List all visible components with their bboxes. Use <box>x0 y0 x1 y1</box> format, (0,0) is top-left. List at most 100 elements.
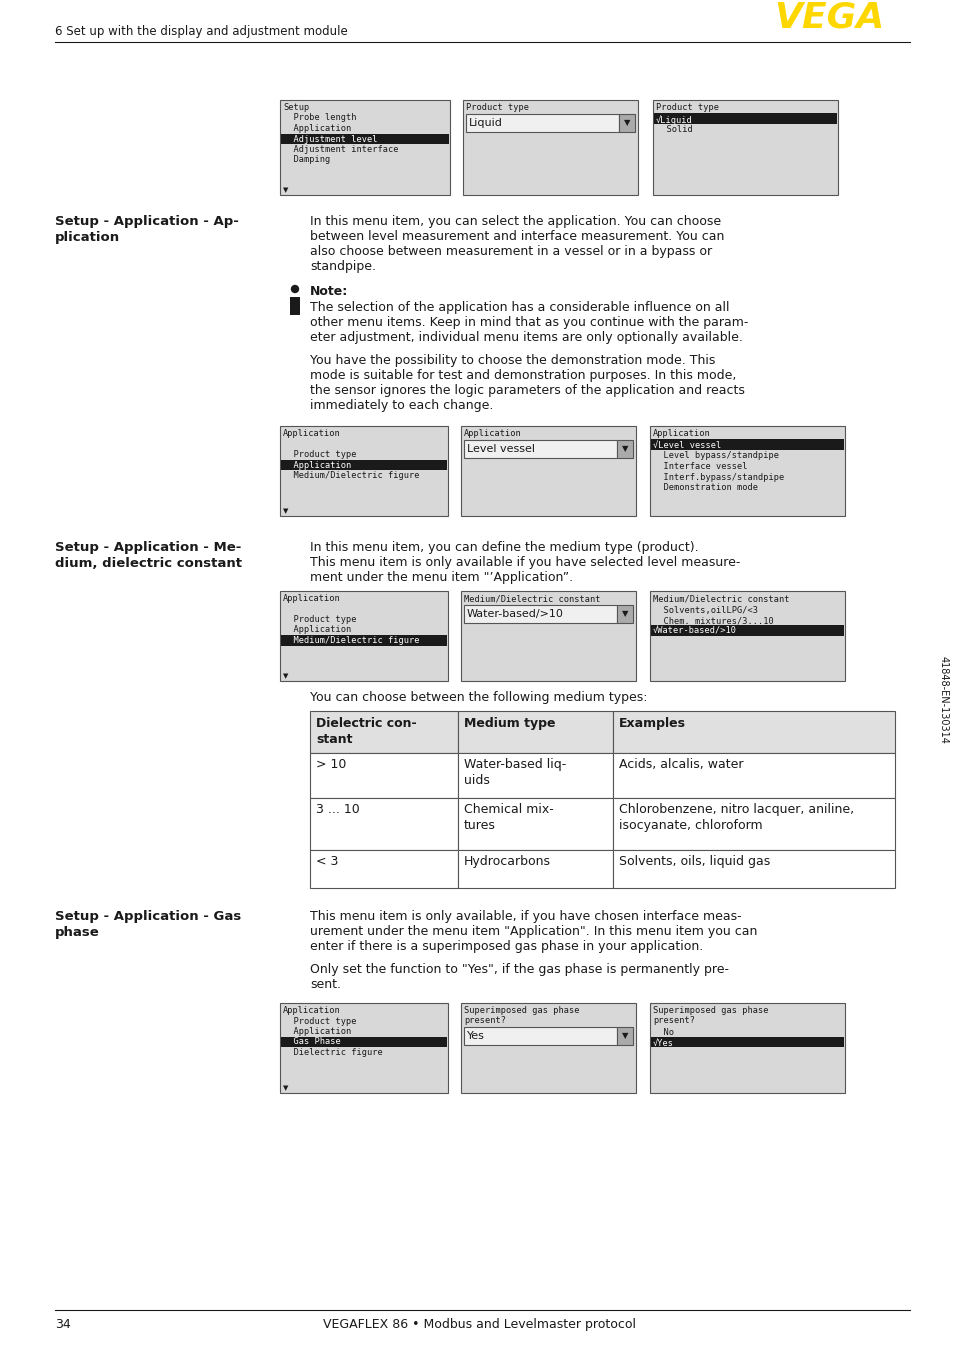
Text: √Yes: √Yes <box>652 1039 673 1048</box>
Text: In this menu item, you can define the medium type (product).: In this menu item, you can define the me… <box>310 542 698 554</box>
Text: eter adjustment, individual menu items are only optionally available.: eter adjustment, individual menu items a… <box>310 330 742 344</box>
Text: Chemical mix-
tures: Chemical mix- tures <box>463 803 553 831</box>
Text: Examples: Examples <box>618 718 685 730</box>
Text: Solid: Solid <box>656 126 692 134</box>
Text: ▼: ▼ <box>621 609 628 619</box>
Bar <box>465 114 618 131</box>
Bar <box>460 1003 636 1093</box>
Text: Application: Application <box>283 1026 351 1036</box>
Text: This menu item is only available, if you have chosen interface meas-: This menu item is only available, if you… <box>310 910 740 923</box>
Text: dium, dielectric constant: dium, dielectric constant <box>55 556 242 570</box>
Bar <box>617 605 633 623</box>
Text: √Liquid: √Liquid <box>656 115 692 125</box>
Text: Application: Application <box>283 460 351 470</box>
Text: ment under the menu item "’Application”.: ment under the menu item "’Application”. <box>310 571 573 584</box>
Text: ▼: ▼ <box>283 508 288 515</box>
Text: In this menu item, you can select the application. You can choose: In this menu item, you can select the ap… <box>310 215 720 227</box>
Text: enter if there is a superimposed gas phase in your application.: enter if there is a superimposed gas pha… <box>310 940 702 953</box>
Text: Application: Application <box>283 125 351 133</box>
Bar <box>457 798 613 850</box>
Bar <box>650 626 843 635</box>
Text: 34: 34 <box>55 1317 71 1331</box>
Text: The selection of the application has a considerable influence on all: The selection of the application has a c… <box>310 301 729 314</box>
Bar <box>463 1026 617 1045</box>
Text: Hydrocarbons: Hydrocarbons <box>463 854 551 868</box>
Bar <box>460 590 636 681</box>
Bar <box>649 1003 844 1093</box>
Bar <box>618 114 635 131</box>
Text: Medium/Dielectric constant: Medium/Dielectric constant <box>652 594 789 603</box>
Text: Superimposed gas phase
present?: Superimposed gas phase present? <box>463 1006 578 1025</box>
Text: Water-based liq-
uids: Water-based liq- uids <box>463 758 566 787</box>
Text: ▼: ▼ <box>283 673 288 678</box>
Text: VEGAFLEX 86 • Modbus and Levelmaster protocol: VEGAFLEX 86 • Modbus and Levelmaster pro… <box>323 1317 636 1331</box>
Bar <box>613 850 894 888</box>
Text: Gas Phase: Gas Phase <box>283 1037 340 1047</box>
Bar <box>613 711 894 753</box>
Text: Chlorobenzene, nitro lacquer, aniline,
isocyanate, chloroform: Chlorobenzene, nitro lacquer, aniline, i… <box>618 803 853 831</box>
Bar <box>649 427 844 516</box>
Bar <box>652 100 837 195</box>
Text: √Water-based/>10: √Water-based/>10 <box>652 627 737 636</box>
Text: 3 ... 10: 3 ... 10 <box>315 803 359 816</box>
Text: Application: Application <box>283 594 340 603</box>
Text: ▼: ▼ <box>283 1085 288 1091</box>
Bar <box>280 100 450 195</box>
Text: urement under the menu item "Application". In this menu item you can: urement under the menu item "Application… <box>310 925 757 938</box>
Text: immediately to each change.: immediately to each change. <box>310 399 493 412</box>
Bar <box>613 798 894 850</box>
Text: Product type: Product type <box>283 450 356 459</box>
Text: Interface vessel: Interface vessel <box>652 462 747 471</box>
Bar <box>460 427 636 516</box>
Text: > 10: > 10 <box>315 758 346 770</box>
Text: Product type: Product type <box>283 1017 356 1025</box>
Bar <box>310 753 457 798</box>
Text: Product type: Product type <box>465 103 529 112</box>
Text: Water-based/>10: Water-based/>10 <box>467 609 563 619</box>
Text: Application: Application <box>283 626 351 635</box>
Text: Solvents,oilLPG/<3: Solvents,oilLPG/<3 <box>652 607 758 615</box>
Text: 41848-EN-130314: 41848-EN-130314 <box>938 657 948 743</box>
Text: Medium/Dielectric constant: Medium/Dielectric constant <box>463 594 599 603</box>
Bar <box>310 711 457 753</box>
Text: Damping: Damping <box>283 156 330 164</box>
Text: This menu item is only available if you have selected level measure-: This menu item is only available if you … <box>310 556 740 569</box>
Bar <box>310 850 457 888</box>
Text: Demonstration mode: Demonstration mode <box>652 483 758 492</box>
Text: phase: phase <box>55 926 100 940</box>
Text: Product type: Product type <box>656 103 719 112</box>
Text: also choose between measurement in a vessel or in a bypass or: also choose between measurement in a ves… <box>310 245 711 259</box>
Text: You have the possibility to choose the demonstration mode. This: You have the possibility to choose the d… <box>310 353 715 367</box>
Text: Setup: Setup <box>283 103 309 112</box>
Text: Superimposed gas phase
present?: Superimposed gas phase present? <box>652 1006 768 1025</box>
Text: Yes: Yes <box>467 1030 484 1041</box>
Text: No: No <box>652 1028 673 1037</box>
Bar <box>650 439 843 450</box>
Bar <box>654 112 836 123</box>
Bar <box>280 590 448 681</box>
Bar <box>649 590 844 681</box>
Text: Application: Application <box>652 429 710 437</box>
Text: VEGA: VEGA <box>774 0 884 34</box>
Text: Solvents, oils, liquid gas: Solvents, oils, liquid gas <box>618 854 769 868</box>
Text: ▼: ▼ <box>621 444 628 454</box>
Text: Adjustment interface: Adjustment interface <box>283 145 398 154</box>
Text: Dielectric con-
stant: Dielectric con- stant <box>315 718 416 746</box>
Text: the sensor ignores the logic parameters of the application and reacts: the sensor ignores the logic parameters … <box>310 385 744 397</box>
Bar <box>463 605 617 623</box>
Text: between level measurement and interface measurement. You can: between level measurement and interface … <box>310 230 723 242</box>
Text: Level bypass/standpipe: Level bypass/standpipe <box>652 451 779 460</box>
Text: Setup - Application - Ap-: Setup - Application - Ap- <box>55 215 238 227</box>
Text: Note:: Note: <box>310 284 348 298</box>
Bar <box>280 427 448 516</box>
Text: Setup - Application - Me-: Setup - Application - Me- <box>55 542 241 554</box>
Bar <box>617 440 633 458</box>
Text: ▼: ▼ <box>621 1032 628 1040</box>
Bar <box>281 1037 447 1047</box>
Bar <box>457 850 613 888</box>
Bar <box>613 753 894 798</box>
Text: ▼: ▼ <box>623 119 630 127</box>
Text: other menu items. Keep in mind that as you continue with the param-: other menu items. Keep in mind that as y… <box>310 315 747 329</box>
Text: Application: Application <box>283 429 340 437</box>
Text: You can choose between the following medium types:: You can choose between the following med… <box>310 691 647 704</box>
